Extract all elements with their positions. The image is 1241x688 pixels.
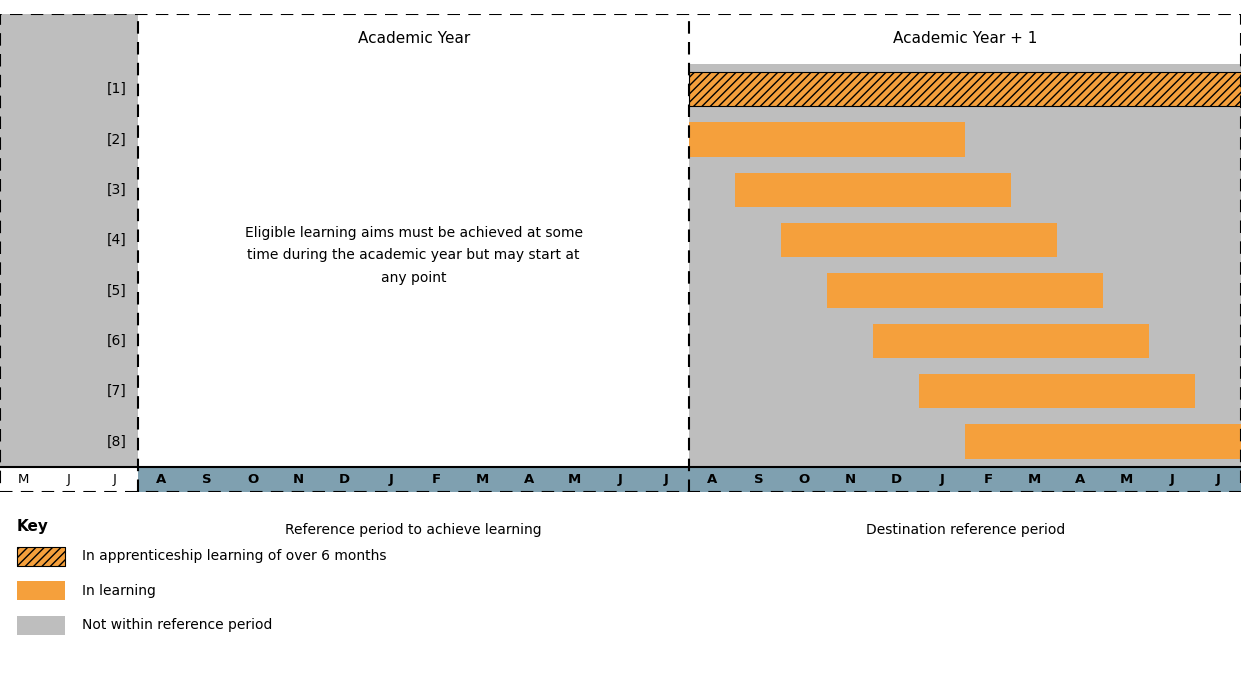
Text: [2]: [2] (107, 133, 127, 147)
Text: Reference period to achieve learning: Reference period to achieve learning (285, 523, 542, 537)
Text: D: D (339, 473, 350, 486)
Bar (690, 72, 1241, 107)
Bar (17, 547, 65, 566)
Bar (690, 122, 965, 157)
Text: M: M (568, 473, 581, 486)
Bar (138, 64, 690, 466)
Bar (17, 581, 65, 601)
Bar (0, 64, 138, 466)
Bar (965, 424, 1241, 459)
Text: J: J (67, 473, 71, 486)
Text: [4]: [4] (107, 233, 127, 247)
Text: A: A (524, 473, 534, 486)
Text: Destination reference period: Destination reference period (865, 523, 1065, 537)
Bar (0, 14, 138, 64)
Text: [5]: [5] (107, 283, 127, 298)
Bar (690, 64, 1241, 466)
Bar (138, 466, 690, 492)
Text: A: A (155, 473, 166, 486)
Text: F: F (984, 473, 993, 486)
Bar (690, 466, 1241, 492)
Text: M: M (1028, 473, 1041, 486)
Bar (920, 374, 1195, 409)
Text: M: M (1119, 473, 1133, 486)
Bar (0, 466, 138, 492)
Text: Eligible learning aims must be achieved at some
time during the academic year bu: Eligible learning aims must be achieved … (244, 226, 583, 285)
Text: J: J (618, 473, 623, 486)
Text: Key: Key (17, 519, 48, 534)
Bar (828, 273, 1103, 308)
Text: In learning: In learning (82, 584, 156, 598)
Text: F: F (432, 473, 442, 486)
Text: [6]: [6] (107, 334, 127, 348)
Text: J: J (388, 473, 393, 486)
Text: J: J (664, 473, 669, 486)
Text: J: J (939, 473, 944, 486)
Text: D: D (891, 473, 902, 486)
Text: J: J (113, 473, 117, 486)
Text: [3]: [3] (107, 183, 127, 197)
Bar (874, 324, 1149, 358)
Text: M: M (477, 473, 489, 486)
Text: [7]: [7] (107, 385, 127, 398)
Text: A: A (1075, 473, 1086, 486)
Text: M: M (17, 473, 29, 486)
Text: Academic Year + 1: Academic Year + 1 (894, 32, 1037, 46)
Text: O: O (247, 473, 258, 486)
Text: Not within reference period: Not within reference period (82, 619, 272, 632)
Bar (17, 547, 65, 566)
Text: O: O (799, 473, 810, 486)
Bar (782, 223, 1057, 257)
Text: N: N (845, 473, 856, 486)
Text: A: A (707, 473, 717, 486)
Bar (736, 173, 1011, 207)
Text: In apprenticeship learning of over 6 months: In apprenticeship learning of over 6 mon… (82, 550, 386, 563)
Text: S: S (753, 473, 763, 486)
Text: [1]: [1] (107, 83, 127, 96)
Bar (690, 72, 1241, 107)
Text: [8]: [8] (107, 435, 127, 449)
Text: Academic Year: Academic Year (357, 32, 470, 46)
Text: J: J (1216, 473, 1220, 486)
Bar (17, 616, 65, 635)
Text: S: S (202, 473, 212, 486)
Text: J: J (1169, 473, 1174, 486)
Text: N: N (293, 473, 304, 486)
